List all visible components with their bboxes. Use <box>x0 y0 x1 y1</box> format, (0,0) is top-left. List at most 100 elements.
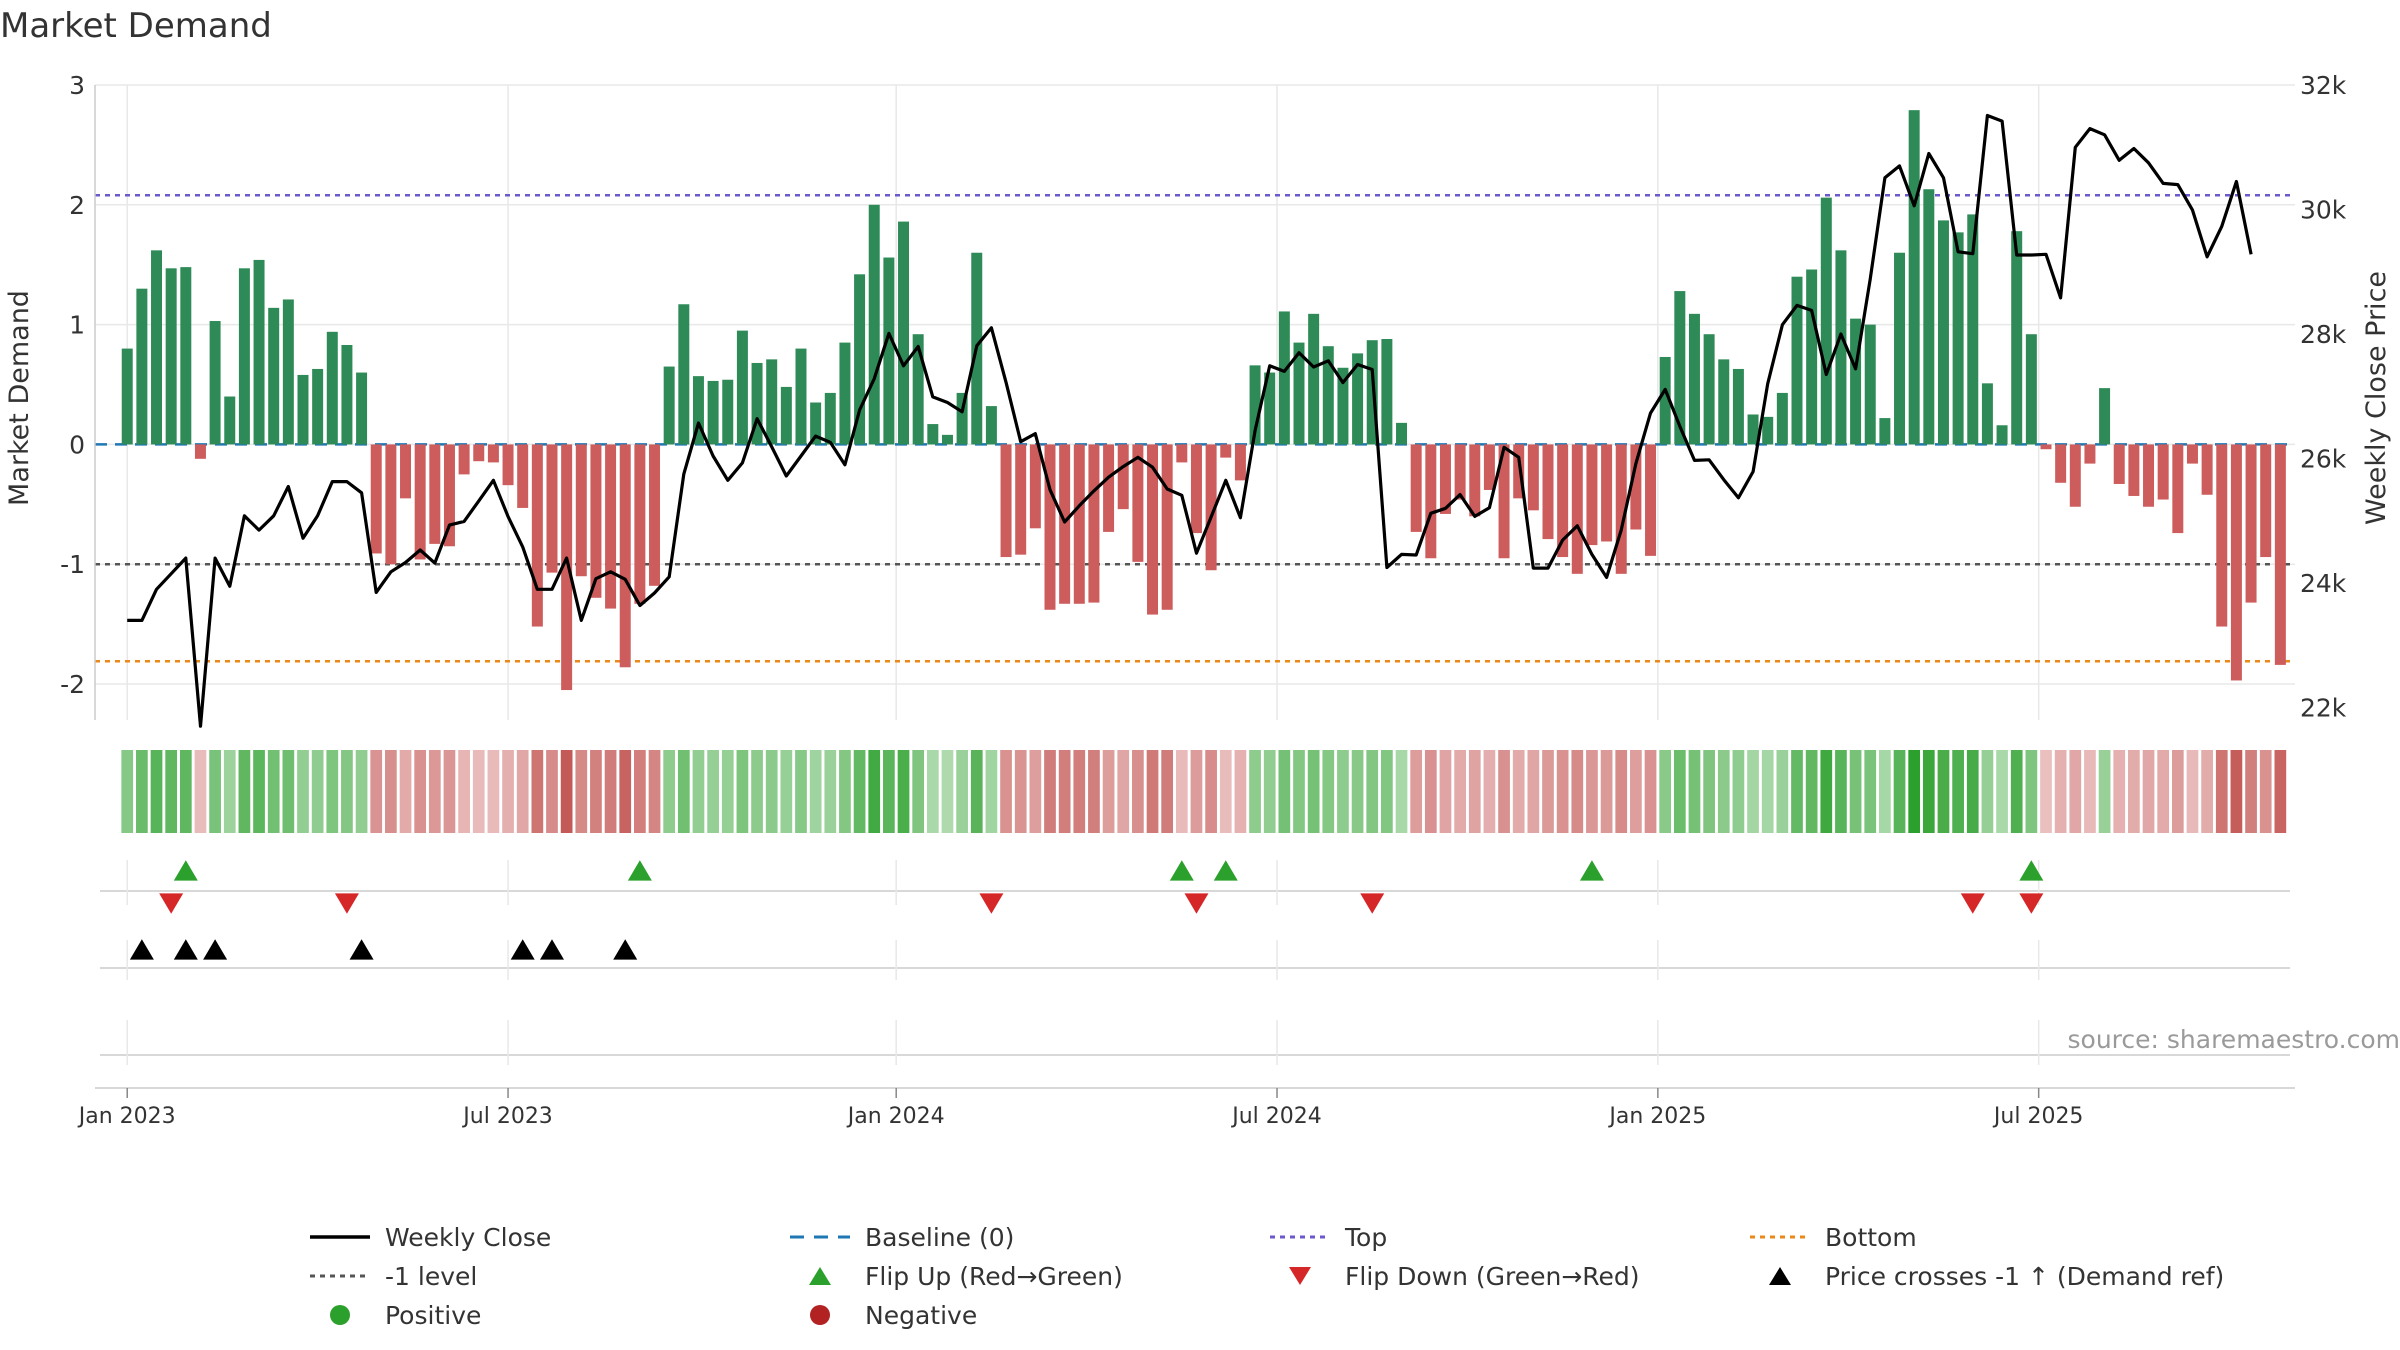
x-tick-label: Jul 2025 <box>1992 1104 2084 1129</box>
demand-bar <box>839 342 851 445</box>
legend-label: Weekly Close <box>385 1223 551 1252</box>
heat-strip-cell <box>736 750 749 833</box>
heat-strip-cell <box>1205 750 1217 833</box>
demand-bar <box>2230 444 2242 681</box>
right-y-tick-label: 30k <box>2300 196 2347 225</box>
heat-strip-cell <box>209 750 221 833</box>
demand-bar <box>898 221 910 445</box>
demand-bar <box>2216 444 2228 627</box>
demand-bars <box>121 110 2286 691</box>
flip-down-marker <box>2019 893 2044 914</box>
flip-down-marker <box>334 893 359 914</box>
heat-strip-cell <box>121 750 134 833</box>
demand-bar <box>1820 197 1832 445</box>
legend-label: Negative <box>865 1301 977 1330</box>
heat-strip-cell <box>1322 750 1335 833</box>
demand-bar <box>1220 444 1232 458</box>
demand-bar <box>2143 444 2155 507</box>
demand-bar <box>224 396 236 445</box>
heat-strip-cell <box>1761 750 1774 833</box>
heat-strip-cell <box>2215 750 2228 833</box>
heat-strip-cell <box>1893 750 1906 833</box>
demand-bar <box>1147 444 1159 615</box>
heat-strip-cell <box>355 750 368 833</box>
heat-strip-cell <box>1000 750 1012 833</box>
demand-bar <box>1366 340 1378 445</box>
demand-bar <box>151 250 163 445</box>
heat-strip-cell <box>1717 750 1730 833</box>
heat-strip-cell <box>1835 750 1847 833</box>
price-cross-marker <box>510 939 535 960</box>
heat-strip-cell <box>1117 750 1130 833</box>
demand-bar <box>854 274 866 445</box>
demand-bar <box>1688 313 1700 445</box>
demand-bar <box>2099 388 2111 445</box>
heat-strip-cell <box>604 750 617 833</box>
heat-strip-cell <box>2245 750 2257 833</box>
heat-strip-cell <box>985 750 998 833</box>
demand-bar <box>1513 444 1525 499</box>
demand-bar <box>1161 444 1173 610</box>
heat-strip-cell <box>1937 750 1950 833</box>
demand-bar <box>927 424 939 445</box>
demand-bar <box>1088 444 1100 603</box>
heat-strip-cell <box>956 750 968 833</box>
demand-bar <box>678 304 690 445</box>
heat-strip-cell <box>2040 750 2052 833</box>
heat-strip-cell <box>399 750 412 833</box>
heat-strip-cell <box>575 750 588 833</box>
demand-bar <box>2186 444 2198 464</box>
heat-strip-cell <box>1966 750 1979 833</box>
heat-strip-cell <box>1454 750 1466 833</box>
demand-bar <box>1176 444 1188 463</box>
heat-strip-cell <box>1410 750 1423 833</box>
heat-strip-cell <box>1864 750 1877 833</box>
heat-strip-cell <box>2098 750 2111 833</box>
demand-bar <box>1586 444 1598 546</box>
heat-strip-cell <box>1952 750 1964 833</box>
heat-strip-cell <box>1234 750 1247 833</box>
heat-strip-cell <box>1586 750 1598 833</box>
heat-strip-cell <box>1820 750 1833 833</box>
demand-bar <box>2260 444 2272 558</box>
heat-strip-cell <box>1146 750 1159 833</box>
right-y-tick-label: 24k <box>2300 569 2347 598</box>
demand-bar <box>1381 339 1393 445</box>
heat-strip-cell <box>721 750 734 833</box>
flip-up-marker <box>1579 860 1604 881</box>
demand-bar <box>1059 444 1071 604</box>
price-cross-marker <box>613 939 638 960</box>
right-y-tick-label: 26k <box>2300 445 2347 474</box>
legend-swatch-circle <box>810 1305 830 1325</box>
demand-bar <box>780 386 792 445</box>
axes: -2 -1 0 1 2 3 22k 24k 26k 28k 30k 32k <box>60 71 2347 723</box>
heat-strip-cell <box>1483 750 1496 833</box>
demand-bar <box>1205 444 1217 571</box>
demand-bar <box>136 288 148 445</box>
heat-strip-cell <box>150 750 163 833</box>
heat-strip-cell <box>619 750 632 833</box>
heat-strip-cell <box>414 750 427 833</box>
demand-bar <box>1498 444 1510 559</box>
demand-bar <box>1308 313 1320 445</box>
demand-bar <box>1703 334 1715 445</box>
demand-bar <box>1791 276 1803 445</box>
heat-strip-cell <box>1556 750 1569 833</box>
price-line-group <box>127 113 2253 728</box>
heat-strip-cell <box>648 750 661 833</box>
demand-bar <box>575 444 587 577</box>
chart-title: Market Demand <box>0 6 272 46</box>
heat-strip-cell <box>1190 750 1203 833</box>
x-tick-label: Jan 2024 <box>846 1104 945 1129</box>
demand-bar <box>1747 414 1759 445</box>
legend-swatch-triangle-up <box>1769 1267 1791 1285</box>
heat-strip-cell <box>2025 750 2038 833</box>
heat-strip-cell <box>311 750 324 833</box>
demand-bar <box>1396 422 1408 445</box>
demand-bar <box>209 321 221 445</box>
heat-strip-cell <box>179 750 192 833</box>
demand-bar <box>1454 444 1466 500</box>
heat-strip-cell <box>692 750 705 833</box>
heat-strip-cell <box>428 750 441 833</box>
heat-strip-cell <box>1849 750 1862 833</box>
